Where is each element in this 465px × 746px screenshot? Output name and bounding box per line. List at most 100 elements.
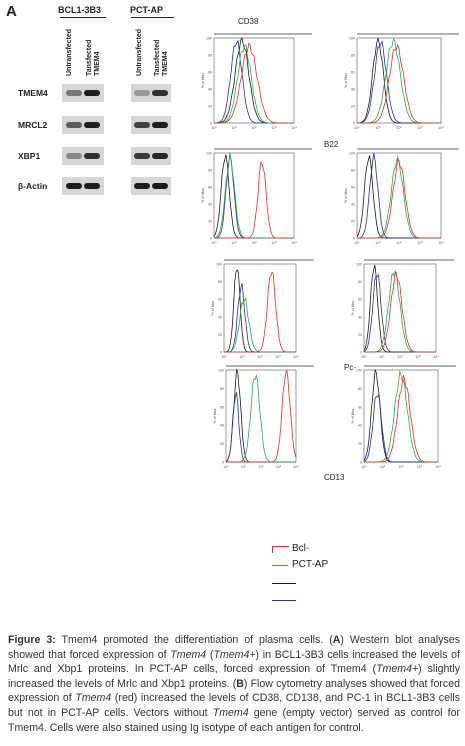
y-tick-label: 40 bbox=[208, 203, 212, 207]
x-tick-label: 10¹ bbox=[375, 126, 381, 130]
x-tick-label: 10³ bbox=[275, 355, 281, 359]
y-tick-label: 0 bbox=[353, 122, 355, 126]
panel-a-letter: A bbox=[6, 3, 17, 20]
histogram-curve bbox=[226, 369, 297, 463]
x-tick-label: 10² bbox=[396, 241, 402, 245]
y-tick-label: 100 bbox=[349, 152, 355, 156]
group-underline-pctap bbox=[131, 17, 174, 18]
x-tick-label: 10⁴ bbox=[291, 126, 297, 130]
antigen-label-b22: B22 bbox=[324, 140, 339, 149]
blot-row-label: β-Actin bbox=[18, 181, 48, 191]
histogram-curve bbox=[225, 368, 296, 463]
histogram-curve bbox=[363, 264, 436, 353]
x-tick-label: 10³ bbox=[271, 241, 277, 245]
caption-text: ) slightly increased the levels of Mrlc … bbox=[8, 663, 460, 690]
blot-band bbox=[66, 153, 82, 159]
legend-swatch-black bbox=[272, 583, 296, 584]
y-axis-label: % of Max bbox=[351, 300, 355, 315]
y-tick-label: 20 bbox=[208, 105, 212, 109]
histogram-curve bbox=[357, 158, 441, 239]
caption-text: ( bbox=[206, 648, 214, 661]
histogram-curve bbox=[357, 155, 441, 239]
y-axis-label: % of Max bbox=[344, 188, 348, 203]
flow-cytometry-histograms: 0 20 40 60 80 100 10⁰ 10¹ 10² 10³ 10⁴ % of Max 0 20 40… bbox=[201, 33, 459, 469]
blot-band bbox=[152, 90, 168, 96]
x-tick-label: 10⁰ bbox=[354, 241, 360, 245]
y-tick-label: 40 bbox=[358, 424, 362, 428]
x-tick-label: 10¹ bbox=[239, 355, 245, 359]
histogram-curve bbox=[224, 283, 296, 353]
y-tick-label: 20 bbox=[351, 220, 355, 224]
blot-strip bbox=[131, 177, 171, 195]
histogram-frame bbox=[356, 152, 442, 239]
y-tick-label: 40 bbox=[358, 315, 362, 319]
histogram-curve bbox=[214, 42, 294, 124]
histogram-curve bbox=[357, 44, 441, 124]
y-tick-label: 20 bbox=[218, 333, 222, 337]
histogram-curve bbox=[363, 368, 438, 463]
y-tick-label: 0 bbox=[210, 237, 212, 241]
x-tick-label: 10¹ bbox=[231, 126, 237, 130]
y-axis-label: % of Max bbox=[213, 408, 217, 423]
caption-text: (red) increased the levels of CD38, CD13… bbox=[8, 692, 461, 719]
x-tick-label: 10⁰ bbox=[361, 465, 367, 469]
blot-strip bbox=[62, 147, 104, 165]
caption-text: gene (empty vector) served as control fo… bbox=[8, 706, 460, 734]
x-tick-label: 10⁰ bbox=[223, 465, 229, 469]
y-tick-label: 0 bbox=[360, 351, 362, 355]
x-tick-label: 10² bbox=[258, 465, 264, 469]
x-tick-label: 10³ bbox=[271, 126, 277, 130]
y-tick-label: 100 bbox=[356, 263, 362, 267]
blot-band bbox=[84, 153, 100, 159]
x-tick-label: 10¹ bbox=[380, 465, 386, 469]
caption-panel-a-ref: A bbox=[332, 634, 341, 646]
x-tick-label: 10¹ bbox=[375, 241, 381, 245]
y-tick-label: 0 bbox=[360, 461, 362, 465]
y-tick-label: 80 bbox=[358, 280, 362, 284]
blot-strip bbox=[131, 147, 171, 165]
x-tick-label: 10² bbox=[398, 465, 404, 469]
caption-gene: Tmem4+ bbox=[213, 648, 256, 661]
y-tick-label: 20 bbox=[358, 333, 362, 337]
blot-row-label: MRCL2 bbox=[18, 120, 48, 130]
flow-legend: Bcl- PCT-AP bbox=[272, 543, 382, 604]
histogram-curve bbox=[364, 370, 438, 463]
histogram-curve bbox=[356, 153, 441, 239]
x-tick-label: 10² bbox=[251, 126, 257, 130]
blot-row-label: TMEM4 bbox=[18, 88, 48, 98]
y-tick-label: 60 bbox=[218, 298, 222, 302]
y-tick-label: 0 bbox=[210, 122, 212, 126]
legend-swatch-blue bbox=[272, 600, 296, 601]
x-tick-label: 10² bbox=[397, 355, 403, 359]
y-tick-label: 100 bbox=[349, 37, 355, 41]
x-tick-label: 10⁴ bbox=[438, 126, 444, 130]
histogram-curve bbox=[224, 271, 296, 353]
x-tick-label: 10⁰ bbox=[221, 355, 227, 359]
blot-strip bbox=[131, 84, 171, 102]
legend-label: Bcl- bbox=[292, 543, 310, 554]
x-tick-label: 10³ bbox=[417, 126, 423, 130]
legend-swatch-red bbox=[272, 546, 289, 553]
histogram-frame bbox=[363, 263, 437, 353]
histogram-curve bbox=[226, 373, 296, 463]
y-tick-label: 60 bbox=[358, 298, 362, 302]
blot-band bbox=[134, 90, 150, 96]
histogram-curve bbox=[363, 393, 438, 463]
y-tick-label: 100 bbox=[206, 152, 212, 156]
caption-panel-b-ref: B bbox=[236, 677, 244, 690]
legend-swatch-green bbox=[272, 565, 288, 566]
y-tick-label: 20 bbox=[208, 220, 212, 224]
figure-label: Figure 3: bbox=[8, 634, 56, 646]
y-tick-label: 40 bbox=[218, 315, 222, 319]
x-tick-label: 10² bbox=[257, 355, 263, 359]
histogram-curve bbox=[214, 161, 294, 239]
y-tick-label: 0 bbox=[222, 461, 224, 465]
y-axis-label: % of Max bbox=[344, 73, 348, 88]
y-tick-label: 60 bbox=[351, 186, 355, 190]
blot-strip bbox=[62, 177, 104, 195]
caption-gene: Tmem4 bbox=[75, 692, 112, 705]
x-tick-label: 10¹ bbox=[379, 355, 385, 359]
caption-gene: Tmem4+ bbox=[376, 663, 419, 676]
histogram-curve bbox=[225, 392, 296, 463]
caption-text: ) Western blot analyses showed that forc… bbox=[8, 634, 460, 661]
